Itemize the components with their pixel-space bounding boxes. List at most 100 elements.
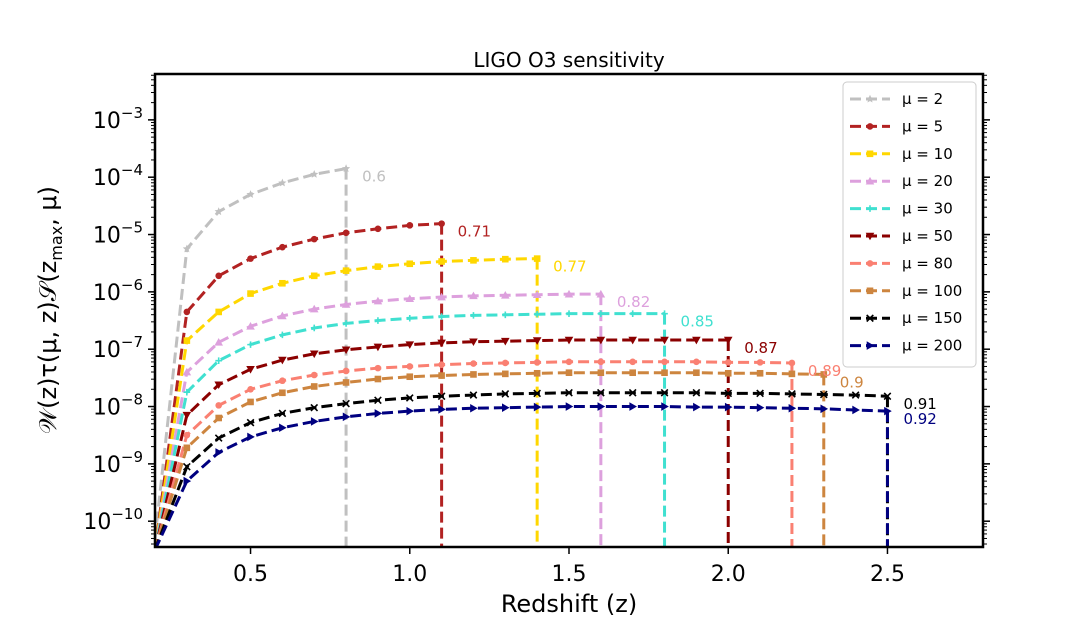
- x-tick-label-1: 1.0: [392, 562, 427, 587]
- data-point-mu-150-3: [246, 418, 255, 427]
- legend-marker-mu-100: [866, 287, 874, 295]
- end-label-mu-30: 0.85: [681, 313, 714, 331]
- data-point-mu-100-13: [565, 369, 573, 377]
- data-point-mu-50-11: [501, 337, 510, 346]
- data-point-mu-10-9: [438, 258, 445, 265]
- end-label-mu-100: 0.9: [840, 373, 864, 391]
- y-tick-label-3: 10−7: [93, 333, 143, 363]
- data-point-mu-200-21: [820, 404, 829, 414]
- data-point-mu-150-6: [342, 399, 350, 408]
- data-point-mu-2-5: [310, 170, 319, 178]
- data-point-mu-5-4: [279, 243, 286, 251]
- data-point-mu-2-1: [182, 244, 191, 253]
- data-point-mu-100-17: [693, 369, 700, 377]
- legend-marker-mu-30: [866, 205, 874, 212]
- plot-frame: [153, 72, 985, 549]
- data-point-mu-30-10: [470, 312, 477, 319]
- data-point-mu-20-1: [182, 367, 192, 376]
- data-point-mu-200-8: [406, 406, 415, 416]
- data-point-mu-150-20: [788, 390, 796, 398]
- y-tick-label-2: 10−8: [93, 391, 143, 421]
- data-point-mu-80-11: [502, 359, 509, 367]
- data-point-mu-80-15: [629, 358, 636, 366]
- data-point-mu-10-5: [310, 272, 318, 280]
- data-point-mu-200-19: [756, 403, 765, 412]
- data-point-mu-2-3: [246, 190, 255, 198]
- data-point-mu-150-10: [469, 391, 478, 399]
- data-point-mu-5-6: [342, 229, 350, 237]
- data-point-mu-10-4: [279, 279, 286, 287]
- data-point-mu-200-5: [310, 417, 319, 426]
- series-mu-150: [155, 388, 892, 547]
- data-point-mu-80-4: [279, 377, 286, 385]
- data-point-mu-10-2: [215, 308, 222, 316]
- data-point-mu-2-4: [278, 178, 287, 187]
- legend-marker-mu-50: [865, 232, 875, 241]
- data-point-mu-50-16: [660, 336, 669, 345]
- data-point-mu-20-10: [469, 291, 478, 300]
- data-point-mu-80-12: [533, 359, 541, 366]
- end-labels: 0.6 0.71 0.77 0.82 0.85 0.87 0.890.9 0.910.92: [362, 168, 937, 429]
- data-point-mu-80-17: [693, 358, 700, 366]
- data-point-mu-150-5: [310, 403, 319, 412]
- data-point-mu-150-11: [501, 390, 510, 398]
- y-tick-label-5: 10−5: [93, 219, 143, 249]
- y-axis-label: 𝒲(z)τ(μ, z)𝒮(zmax, μ): [34, 186, 66, 434]
- data-point-mu-100-15: [629, 369, 636, 377]
- data-point-mu-10-3: [247, 290, 254, 297]
- data-point-mu-200-2: [215, 448, 223, 457]
- data-point-mu-30-13: [565, 310, 573, 317]
- data-point-mu-150-9: [437, 392, 446, 401]
- legend-label-mu-80: μ = 80: [902, 254, 953, 272]
- series-mu-5: [155, 220, 445, 547]
- data-point-mu-20-3: [246, 321, 255, 330]
- end-label-mu-20: 0.82: [617, 293, 650, 311]
- data-point-mu-100-16: [661, 369, 668, 377]
- end-label-mu-5: 0.71: [458, 223, 491, 241]
- data-point-mu-50-10: [469, 338, 478, 347]
- y-axis-label-sub: max: [47, 226, 66, 261]
- data-point-mu-30-4: [279, 331, 286, 339]
- data-point-mu-50-8: [405, 341, 415, 349]
- y-tick-label-1: 10−9: [93, 448, 143, 478]
- legend-label-mu-20: μ = 20: [902, 172, 953, 190]
- legend-label-mu-2: μ = 2: [902, 90, 943, 108]
- data-point-mu-100-1: [183, 444, 191, 452]
- data-point-mu-30-1: [183, 388, 191, 396]
- legend-marker-mu-150: [866, 314, 874, 323]
- data-point-mu-2-2: [214, 207, 223, 216]
- data-point-mu-80-18: [724, 359, 732, 366]
- data-point-mu-100-8: [406, 373, 414, 381]
- data-point-mu-10-8: [406, 260, 414, 268]
- data-point-mu-30-6: [342, 320, 350, 327]
- data-point-mu-100-9: [438, 372, 445, 379]
- legend-label-mu-10: μ = 10: [902, 145, 953, 163]
- data-point-mu-10-10: [470, 257, 477, 264]
- y-tick-label-0: 10−10: [83, 505, 143, 535]
- data-point-mu-150-8: [405, 394, 414, 402]
- data-point-mu-5-8: [406, 222, 414, 229]
- data-point-mu-80-5: [310, 371, 318, 379]
- data-point-mu-200-16: [661, 402, 669, 411]
- data-point-mu-200-3: [247, 432, 255, 442]
- axis-ticks: 0.5 1.0 1.5 2.0 2.5 10−10 10−9 10−8 10−7 10−6 10−5…: [83, 74, 990, 587]
- data-point-mu-20-4: [278, 311, 287, 320]
- legend-marker-mu-10: [866, 150, 874, 158]
- data-point-mu-100-20: [788, 370, 796, 378]
- legend-label-mu-5: μ = 5: [902, 117, 943, 135]
- data-point-mu-10-6: [342, 267, 350, 274]
- data-point-mu-150-16: [660, 388, 669, 397]
- data-point-mu-30-2: [215, 357, 222, 364]
- data-point-mu-200-4: [279, 423, 287, 433]
- y-axis-label-main: 𝒲(z)τ(μ, z)𝒮(z: [34, 261, 62, 434]
- data-point-mu-10-7: [374, 263, 382, 270]
- data-point-mu-30-15: [629, 310, 636, 317]
- data-point-mu-150-7: [374, 396, 382, 405]
- legend: μ = 2 μ = 5 μ = 10 μ = 20 μ = 30 μ = 50 μ = 80…: [842, 81, 977, 368]
- data-point-mu-80-13: [565, 358, 573, 366]
- data-point-mu-50-6: [341, 346, 351, 355]
- data-point-mu-50-2: [214, 381, 223, 390]
- data-point-mu-50-5: [309, 350, 319, 359]
- x-tick-label-4: 2.5: [870, 562, 905, 587]
- data-point-mu-80-10: [470, 360, 477, 367]
